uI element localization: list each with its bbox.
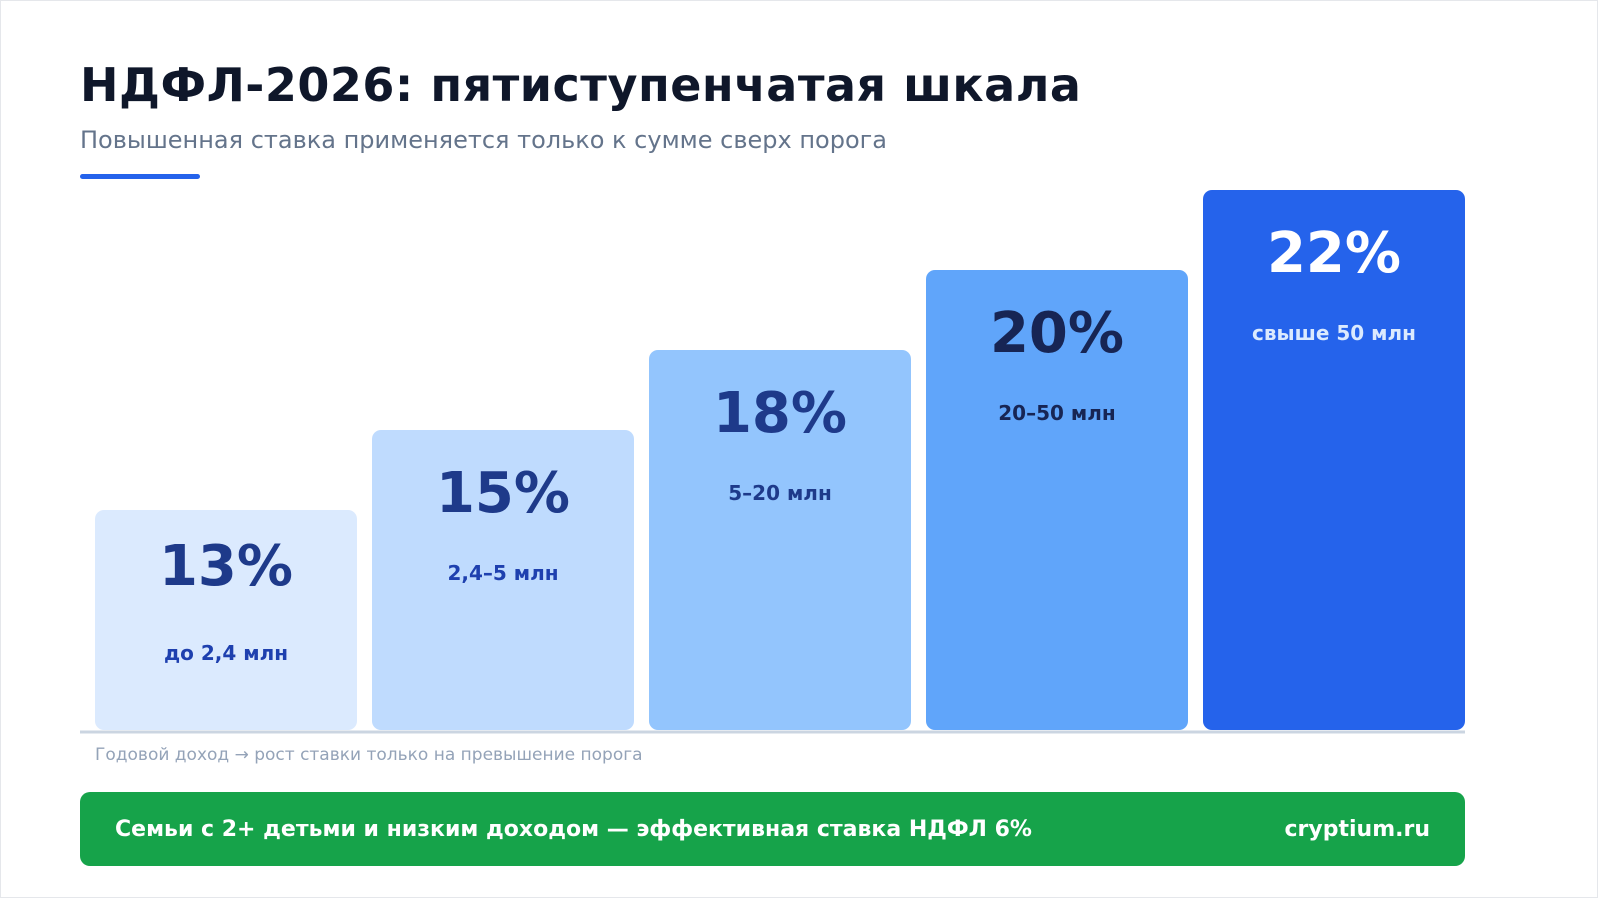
bar-value-label-4: 20% [990, 301, 1124, 366]
bar-category-label-4: 20–50 млн [998, 401, 1115, 425]
banner-text: Семьи с 2+ детьми и низким доходом — эфф… [115, 816, 1032, 842]
bar-value-label-5: 22% [1267, 221, 1401, 286]
page-subtitle: Повышенная ставка применяется только к с… [80, 126, 887, 154]
page-title: НДФЛ-2026: пятиступенчатая шкала [80, 58, 1082, 112]
bar-2 [372, 430, 634, 730]
bar-value-label-3: 18% [713, 381, 847, 446]
bar-category-label-5: свыше 50 млн [1252, 321, 1416, 345]
bar-4 [926, 270, 1188, 730]
banner-site-link[interactable]: cryptium.ru [1284, 816, 1431, 842]
info-banner: Семьи с 2+ детьми и низким доходом — эфф… [80, 792, 1465, 866]
title-accent-line [80, 174, 200, 179]
bar-category-label-1: до 2,4 млн [164, 641, 288, 665]
bar-1 [95, 510, 357, 730]
bar-5 [1203, 190, 1465, 730]
bar-value-label-2: 15% [436, 461, 570, 526]
axis-note: Годовой доход → рост ставки только на пр… [95, 745, 643, 765]
bar-value-label-1: 13% [159, 534, 293, 599]
bar-category-label-3: 5–20 млн [728, 481, 832, 505]
bar-category-label-2: 2,4–5 млн [447, 561, 558, 585]
bar-3 [649, 350, 911, 730]
